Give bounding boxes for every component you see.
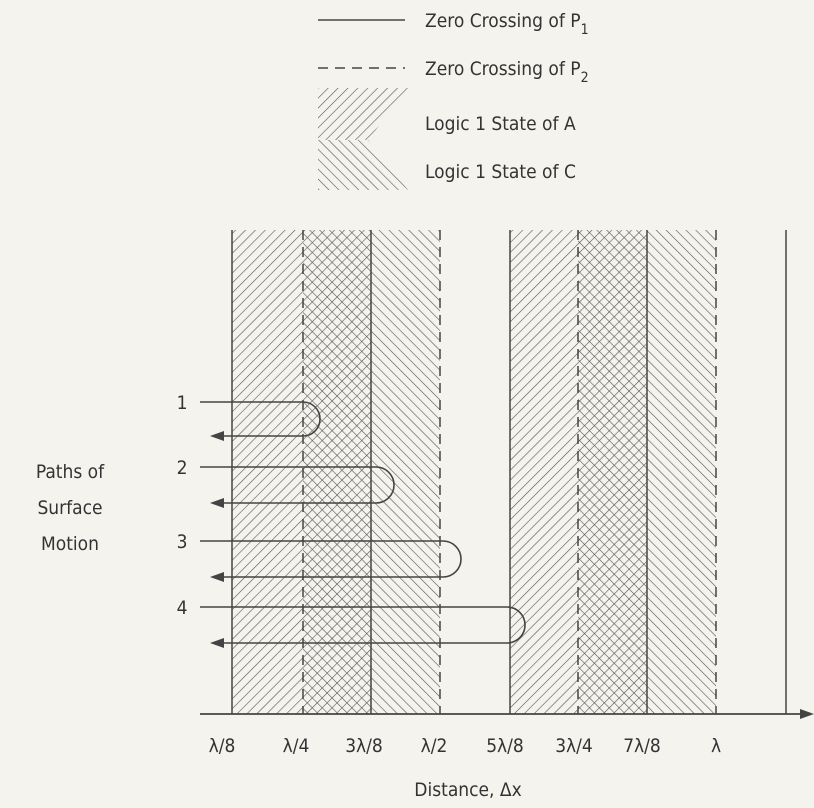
x-tick-label: 5λ/8 [486,735,524,757]
path-arrows [210,431,224,648]
path-arrow [210,498,224,508]
paths-label-line: Surface [37,497,102,519]
motion-paths [200,401,526,644]
path-number: 1 [177,392,188,414]
regions [232,230,716,714]
motion-path [200,401,321,437]
x-tick-label: 3λ/4 [555,735,593,757]
motion-path [200,466,395,504]
path-arrow [210,431,224,441]
path-number: 2 [177,457,188,479]
legend-label: Zero Crossing of P1 [425,10,589,38]
x-tick-label: 7λ/8 [623,735,661,757]
x-tick-label: λ [711,735,721,757]
legend-label: Zero Crossing of P2 [425,58,589,86]
paths-label: Paths of Surface Motion [36,461,105,555]
x-tick-label: 3λ/8 [345,735,383,757]
legend-label: Logic 1 State of C [425,161,576,183]
path-number: 4 [177,597,188,619]
path-numbers: 1 2 3 4 [177,392,188,619]
x-tick-label: λ/8 [209,735,236,757]
axis-arrow [800,709,814,719]
legend-hatch-a [318,88,408,140]
x-tick-label: λ/2 [421,735,448,757]
legend: Zero Crossing of P1 Zero Crossing of P2 … [318,10,589,190]
path-number: 3 [177,531,188,553]
x-tick-labels: λ/8 λ/4 3λ/8 λ/2 5λ/8 3λ/4 7λ/8 λ [209,735,721,757]
zero-crossings [231,230,787,714]
path-arrow [210,572,224,582]
legend-label: Logic 1 State of A [425,113,576,135]
x-axis-label: Distance, Δx [414,779,521,801]
paths-label-line: Paths of [36,461,105,483]
motion-path [200,540,462,578]
legend-hatch-c [318,140,408,190]
x-tick-label: λ/4 [283,735,310,757]
paths-label-line: Motion [41,533,99,555]
motion-path [200,606,526,644]
path-arrow [210,638,224,648]
